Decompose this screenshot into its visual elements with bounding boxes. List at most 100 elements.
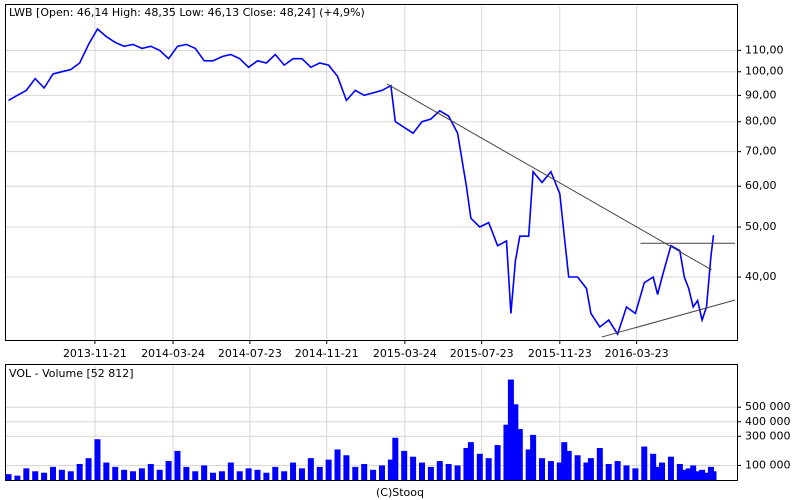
volume-bar (418, 462, 425, 480)
y-tick-label: 60,00 (745, 179, 777, 192)
volume-bar (410, 456, 417, 480)
volume-bar (436, 461, 443, 480)
volume-bar (525, 449, 532, 480)
y-tick-label: 110,00 (745, 43, 784, 56)
volume-bar (32, 471, 39, 480)
volume-bar (699, 469, 706, 480)
volume-bar (272, 466, 279, 480)
volume-bar (574, 455, 581, 480)
x-tick-label: 2014-03-24 (141, 347, 205, 360)
volume-bar (210, 472, 217, 480)
y-tick-label: 500 000 (745, 400, 791, 413)
volume-bar (427, 466, 434, 480)
volume-bar (227, 462, 234, 480)
y-tick-label: 100,00 (745, 65, 784, 78)
volume-bar (112, 466, 119, 480)
volume-bar (147, 463, 154, 480)
volume-bar (121, 469, 128, 480)
volume-bar (307, 458, 314, 480)
volume-bar (94, 439, 101, 480)
volume-bar (352, 466, 359, 480)
volume-bar (49, 466, 56, 480)
volume-bar (378, 465, 385, 480)
volume-bar (690, 465, 697, 480)
y-tick-label: 40,00 (745, 270, 777, 283)
volume-bar (192, 471, 199, 480)
volume-bar (5, 474, 12, 480)
volume-bar (174, 450, 181, 480)
copyright: (C)Stooq (376, 486, 424, 499)
y-tick-label: 50,00 (745, 220, 777, 233)
volume-bar (392, 437, 399, 480)
volume-bar (476, 453, 483, 480)
volume-bar (463, 447, 470, 480)
volume-bar (454, 465, 461, 480)
volume-bar (667, 456, 674, 480)
y-tick-label: 90,00 (745, 88, 777, 101)
y-tick-label: 80,00 (745, 115, 777, 128)
panel-title: LWB [Open: 46,14 High: 48,35 Low: 46,13 … (9, 6, 365, 19)
price-panel-frame (5, 4, 738, 341)
volume-bar (156, 469, 163, 480)
volume-bar (681, 469, 688, 480)
volume-bar (614, 461, 621, 480)
volume-bar (685, 468, 692, 480)
volume-bar (650, 453, 657, 480)
trend-line (386, 83, 712, 271)
volume-bar (325, 459, 332, 480)
volume-bar (370, 469, 377, 480)
volume-bar (503, 424, 510, 480)
volume-bar (445, 463, 452, 480)
volume-bar (130, 471, 137, 480)
volume-bar (467, 442, 474, 480)
x-tick-label: 2013-11-21 (63, 347, 127, 360)
y-tick-label: 300 000 (745, 429, 791, 442)
volume-bar (343, 455, 350, 480)
x-tick-label: 2016-03-23 (605, 347, 669, 360)
panel-title: VOL - Volume [52 812] (9, 367, 134, 380)
volume-bar (659, 462, 666, 480)
volume-bar (67, 471, 74, 480)
volume-bar (361, 463, 368, 480)
volume-bar (298, 468, 305, 480)
trend-line (601, 299, 736, 338)
volume-bar (165, 461, 172, 480)
volume-bar (556, 462, 563, 480)
volume-panel-frame (5, 364, 738, 481)
volume-bar (290, 462, 297, 480)
volume-bar (605, 463, 612, 480)
volume-bar (263, 472, 270, 480)
volume-bar (641, 446, 648, 480)
volume-bar (632, 468, 639, 480)
volume-bar (334, 449, 341, 480)
volume-bar (583, 462, 590, 480)
volume-bar (596, 447, 603, 480)
y-tick-label: 100 000 (745, 458, 791, 471)
volume-bar (23, 468, 30, 480)
volume-bar (183, 466, 190, 480)
volume-bar (316, 466, 323, 480)
volume-bar (281, 471, 288, 480)
volume-bar (565, 450, 572, 480)
volume-bar (76, 463, 83, 480)
volume-bar (41, 472, 48, 480)
volume-bar (201, 465, 208, 480)
x-tick-label: 2015-11-23 (528, 347, 592, 360)
volume-bar (547, 461, 554, 480)
x-tick-label: 2015-03-24 (373, 347, 437, 360)
volume-bar (485, 458, 492, 480)
volume-bar (539, 458, 546, 480)
volume-bar (14, 475, 21, 480)
volume-bar (676, 463, 683, 480)
volume-bar (507, 379, 514, 480)
volume-bar (245, 468, 252, 480)
volume-bar (703, 472, 710, 480)
volume-bar (654, 466, 661, 480)
y-tick-label: 70,00 (745, 145, 777, 158)
volume-bar (694, 471, 701, 480)
volume-bar (516, 429, 523, 480)
volume-bar (401, 450, 408, 480)
volume-bar (85, 458, 92, 480)
volume-bar (623, 465, 630, 480)
volume-bar (236, 471, 243, 480)
